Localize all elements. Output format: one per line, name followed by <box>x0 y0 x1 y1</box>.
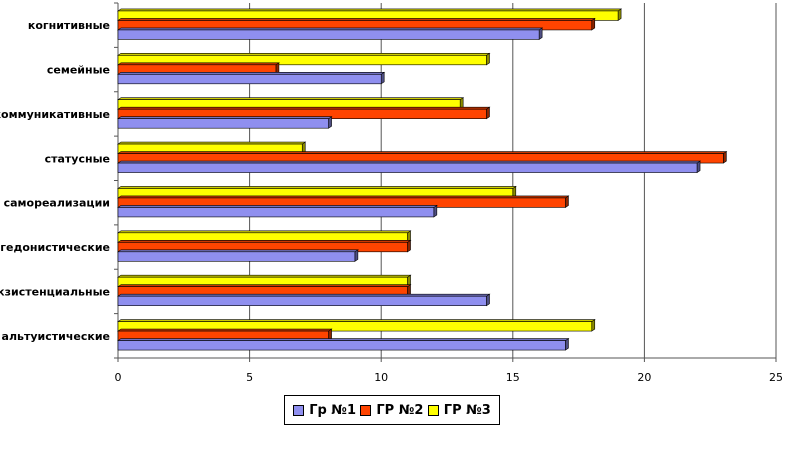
bar <box>117 74 382 85</box>
legend-swatch-series-2 <box>360 404 372 416</box>
bar-top <box>117 97 465 100</box>
x-tick-label: 15 <box>506 371 520 384</box>
x-tick-label: 5 <box>246 371 253 384</box>
legend-label-series-3: ГР №3 <box>443 402 491 418</box>
bar-top <box>117 151 728 154</box>
bar <box>117 321 593 332</box>
legend: Гр №1 ГР №2 ГР №3 <box>284 395 500 425</box>
bar <box>117 295 487 306</box>
bar-top <box>117 62 280 66</box>
bar-top <box>117 116 333 119</box>
legend-label-series-2: ГР №2 <box>376 402 424 418</box>
bar <box>117 162 698 173</box>
x-tick-label: 20 <box>637 371 651 384</box>
y-tick-label: экзистенциальные <box>0 285 110 298</box>
x-tick-label: 10 <box>374 371 388 384</box>
bar <box>117 29 540 40</box>
y-tick-label: самореализации <box>4 197 110 210</box>
bar <box>117 340 566 351</box>
x-tick-label: 0 <box>115 371 122 384</box>
legend-item-series-1: Гр №1 <box>293 403 356 418</box>
bar-top <box>117 141 307 145</box>
legend-swatch-series-1 <box>293 404 305 416</box>
legend-item-series-2: ГР №2 <box>360 403 423 418</box>
y-tick-label: коммуникативные <box>0 108 110 121</box>
bar <box>117 251 356 262</box>
bar-top <box>117 72 386 75</box>
bar-top <box>117 195 570 199</box>
bar-top <box>117 106 491 110</box>
legend-item-series-3: ГР №3 <box>427 402 491 418</box>
legend-swatch-series-3 <box>427 404 439 416</box>
y-tick-label: семейные <box>47 64 110 77</box>
bar-top <box>117 205 438 208</box>
y-tick-label: статусные <box>45 152 110 165</box>
bar <box>117 55 487 66</box>
bar-top <box>117 186 517 189</box>
y-tick-label: альтуистические <box>2 330 110 343</box>
bar-top <box>117 249 359 253</box>
y-tick-label: когнитивные <box>28 19 110 32</box>
bar <box>117 207 435 218</box>
bar-top <box>117 230 412 234</box>
bar-top <box>117 160 702 164</box>
legend-label-series-1: Гр №1 <box>309 402 356 418</box>
y-tick-label: гедонистические <box>0 241 110 254</box>
bar <box>117 118 329 129</box>
bar-top <box>117 240 412 243</box>
x-tick-label: 25 <box>769 371 783 384</box>
